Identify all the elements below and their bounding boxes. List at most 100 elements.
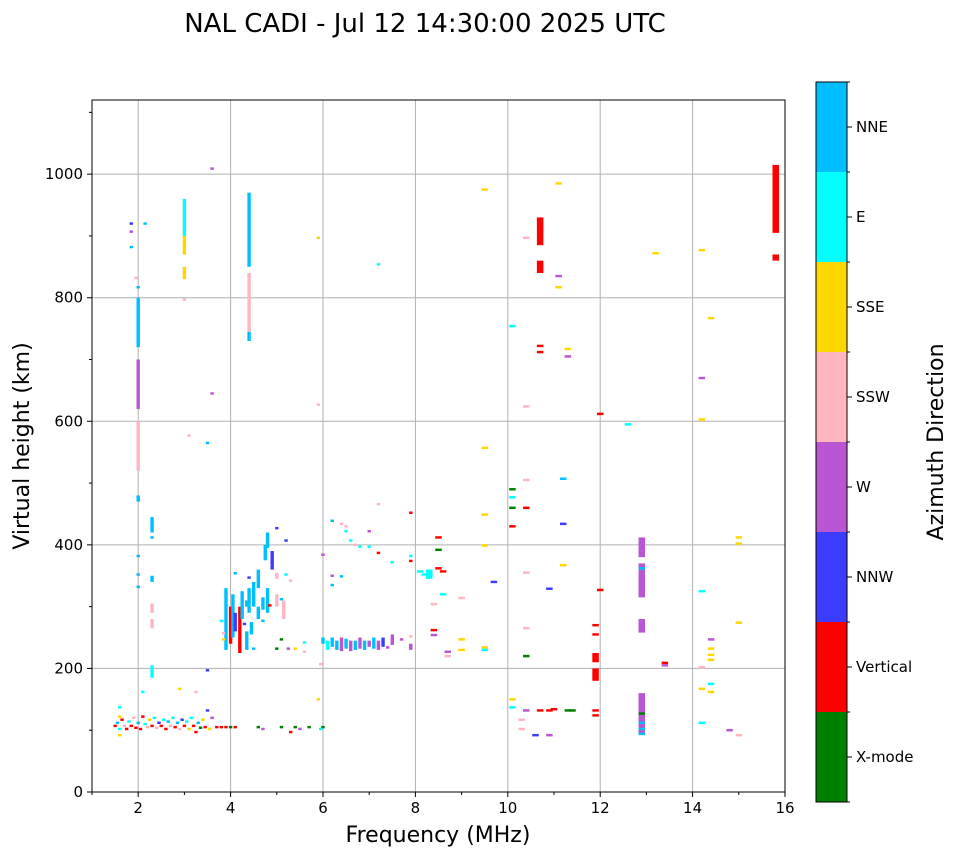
colorbar-segment	[816, 532, 847, 622]
echo-point-nne	[129, 245, 133, 249]
echo-point-vertical	[430, 628, 438, 632]
echo-point-ssw	[131, 716, 136, 720]
echo-point-w	[444, 650, 451, 653]
echo-point-nne	[335, 640, 339, 650]
echo-point-nne	[265, 532, 270, 548]
echo-point-x-mode	[509, 488, 516, 491]
echo-point-ssw	[344, 525, 348, 528]
echo-point-nne	[143, 222, 147, 225]
echo-point-ssw	[221, 631, 226, 635]
echo-point-e	[189, 716, 194, 720]
echo-point-ssw	[523, 571, 530, 574]
echo-point-sse	[208, 727, 212, 731]
echo-point-vertical	[546, 709, 553, 712]
echo-point-sse	[201, 718, 205, 721]
echo-point-vertical	[592, 623, 599, 627]
echo-point-nnw	[242, 622, 247, 626]
echo-point-ssw	[339, 522, 344, 526]
echo-point-w	[349, 640, 353, 652]
echo-point-ssw	[288, 579, 293, 582]
echo-point-sse	[182, 266, 187, 280]
echo-point-ssw	[194, 690, 198, 694]
echo-point-e	[390, 560, 394, 564]
colorbar-label: Azimuth Direction	[924, 343, 949, 540]
x-tick-label: 4	[226, 799, 236, 817]
echo-point-sse	[481, 446, 488, 450]
echo-point-ssw	[302, 650, 307, 653]
echo-point-w	[210, 392, 214, 395]
echo-point-vertical	[191, 724, 196, 728]
echo-point-x-mode	[321, 725, 325, 729]
echo-point-sse	[564, 347, 572, 351]
colorbar-tick-label: E	[856, 208, 865, 226]
echo-point-ssw	[122, 724, 127, 728]
echo-point-nnw	[532, 733, 539, 737]
echo-point-nne	[115, 721, 120, 725]
echo-point-ssw	[318, 662, 323, 666]
echo-point-nnw	[490, 580, 498, 584]
echo-point-e	[509, 496, 516, 499]
echo-point-e	[152, 716, 157, 720]
echo-point-nne	[245, 631, 249, 650]
colorbar: X-mode Vertical NNW W SSW SSE E NNE	[815, 81, 913, 803]
echo-point-w	[136, 359, 140, 409]
echo-point-nne	[256, 569, 261, 589]
echo-point-e	[421, 573, 428, 576]
echo-point-ssw	[523, 405, 530, 408]
echo-point-sse	[698, 248, 706, 252]
echo-point-sse	[707, 653, 715, 657]
echo-point-nne	[559, 477, 567, 480]
echo-point-w	[564, 355, 572, 358]
echo-point-e	[127, 720, 131, 723]
echo-point-vertical	[219, 725, 224, 729]
echo-point-e	[349, 539, 353, 542]
echo-point-sse	[735, 542, 743, 545]
echo-point-e	[185, 720, 189, 723]
echo-point-sse	[458, 648, 465, 652]
colorbar-tick-label: SSE	[856, 298, 885, 316]
echo-point-sse	[118, 715, 122, 718]
echo-point-sse	[707, 316, 715, 320]
echo-point-e	[624, 423, 632, 426]
echo-point-e	[171, 716, 175, 720]
echo-point-ssw	[376, 502, 381, 506]
x-tick-label: 2	[133, 799, 143, 817]
echo-point-nnw	[270, 551, 274, 570]
echo-point-w	[358, 637, 362, 649]
echo-point-nne	[330, 519, 334, 522]
echo-point-e	[219, 619, 224, 623]
echo-point-x-mode	[293, 725, 297, 729]
echo-point-vertical	[536, 344, 544, 348]
echo-point-nne	[256, 606, 261, 619]
echo-point-e	[182, 198, 187, 236]
echo-point-sse	[555, 182, 562, 185]
echo-point-nne	[344, 638, 348, 649]
echo-point-w	[409, 643, 413, 650]
echo-point-nnw	[157, 721, 161, 725]
x-tick-label: 6	[318, 799, 328, 817]
echo-point-w	[638, 563, 646, 598]
echo-point-w	[261, 727, 265, 731]
echo-point-ssw	[430, 602, 438, 606]
echo-point-nne	[638, 732, 646, 736]
echo-point-nne	[150, 517, 154, 533]
echo-point-e	[161, 718, 166, 721]
colorbar-tick-label: Vertical	[856, 658, 912, 676]
echo-point-e	[707, 682, 715, 686]
echo-point-sse	[316, 698, 321, 701]
colorbar-tick-label: SSW	[856, 388, 890, 406]
colorbar-segment	[816, 82, 847, 172]
echo-point-sse	[735, 621, 743, 624]
echo-point-x-mode	[564, 709, 572, 712]
echo-point-ssw	[247, 273, 251, 332]
echo-point-x-mode	[569, 709, 576, 712]
echo-point-sse	[182, 235, 187, 255]
echo-point-ssw	[154, 726, 159, 729]
echo-point-nnw	[180, 718, 184, 721]
echo-point-nne	[231, 594, 235, 638]
echo-point-sse	[148, 718, 152, 721]
echo-point-e	[358, 545, 362, 548]
x-tick-label: 10	[498, 799, 517, 817]
echo-point-nne	[136, 573, 140, 576]
echo-point-sse	[481, 188, 488, 191]
